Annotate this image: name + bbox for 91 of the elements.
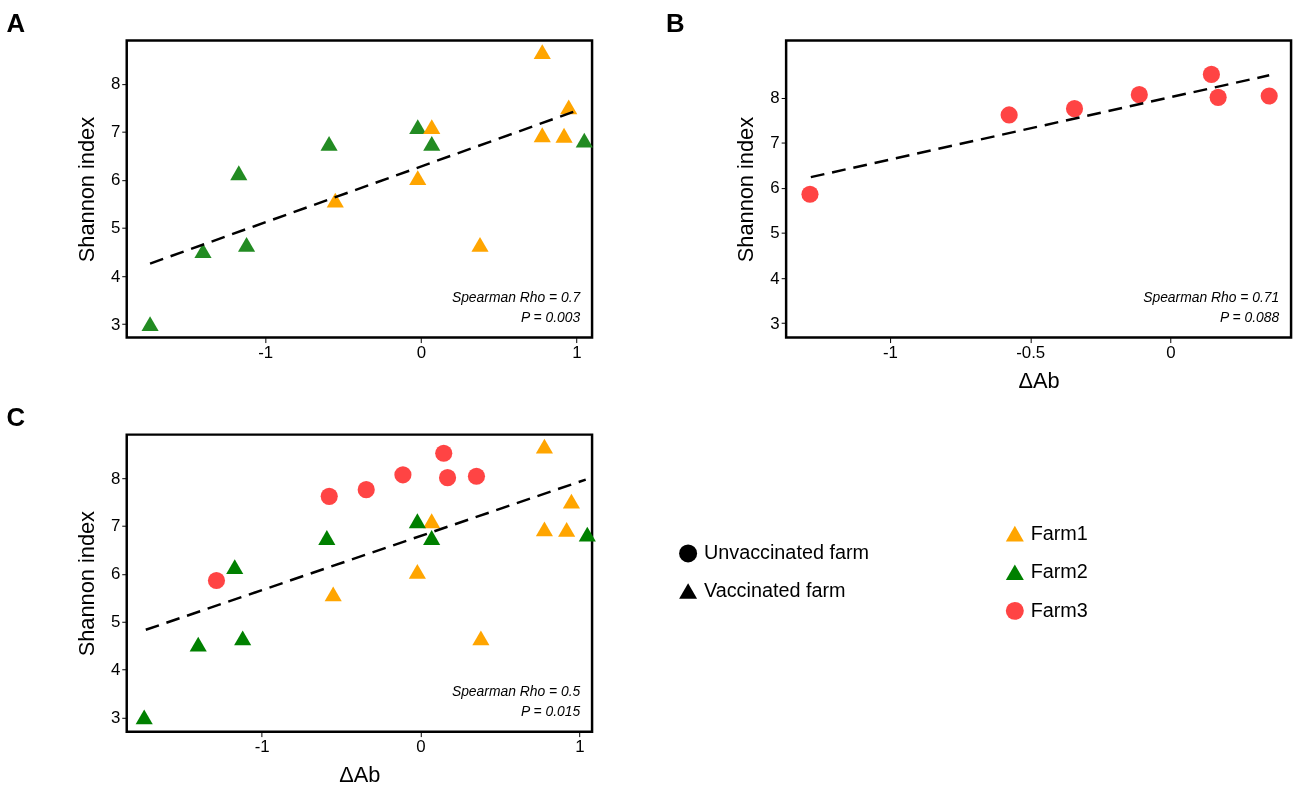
point — [423, 513, 441, 529]
point — [408, 513, 426, 529]
point — [324, 586, 342, 602]
y-tick-label: 8 — [110, 468, 121, 488]
annotation: P = 0.003 — [520, 308, 581, 325]
y-tick-label: 6 — [770, 178, 780, 198]
x-axis-title: ΔAb — [1018, 367, 1060, 393]
y-tick-label: 4 — [110, 266, 121, 286]
x-tick-label: 0 — [1166, 342, 1176, 362]
x-tick-label: -0.5 — [1016, 342, 1046, 362]
x-tick-label: 1 — [572, 342, 582, 362]
point — [409, 170, 427, 185]
point — [1202, 65, 1220, 83]
x-axis-title: ΔAb — [339, 761, 381, 787]
point — [438, 469, 457, 487]
point — [394, 466, 412, 484]
y-tick-label: 4 — [110, 659, 121, 679]
point — [558, 521, 576, 537]
legend-label: Vaccinated farm — [703, 579, 846, 602]
y-tick-label: 5 — [770, 223, 780, 243]
point — [533, 127, 551, 143]
legend-label: Farm2 — [1030, 560, 1088, 583]
point — [141, 316, 159, 332]
x-tick-label: -1 — [882, 342, 898, 362]
point — [1209, 88, 1227, 106]
point — [1000, 106, 1018, 124]
point — [472, 630, 490, 646]
point — [408, 564, 426, 579]
x-tick-label: 0 — [416, 342, 427, 362]
y-tick-label: 7 — [770, 133, 780, 153]
point — [318, 530, 336, 545]
y-tick-label: 3 — [110, 707, 121, 727]
y-tick-label: 3 — [110, 314, 121, 334]
y-tick-label: 6 — [110, 564, 121, 584]
x-tick-label: 1 — [575, 736, 585, 756]
point — [423, 136, 441, 151]
y-axis-title: Shannon index — [74, 116, 100, 263]
point — [320, 136, 338, 151]
point — [578, 526, 596, 542]
point — [194, 243, 212, 259]
point — [535, 438, 553, 454]
point — [226, 559, 244, 575]
point — [533, 44, 551, 60]
chart-title: A — [6, 8, 26, 37]
point — [207, 571, 226, 590]
point — [189, 636, 207, 652]
point — [409, 119, 427, 135]
legend-label: Farm3 — [1030, 598, 1088, 621]
point — [471, 236, 489, 252]
point — [467, 467, 486, 485]
point — [357, 481, 375, 499]
y-tick-label: 7 — [110, 122, 121, 142]
point — [237, 236, 256, 252]
point — [1260, 87, 1278, 105]
point — [320, 487, 338, 505]
y-axis-title: Shannon index — [74, 510, 100, 657]
point — [423, 530, 441, 545]
y-tick-label: 3 — [770, 313, 780, 333]
y-tick-label: 8 — [770, 88, 780, 108]
x-tick-label: -1 — [254, 736, 270, 756]
point — [326, 192, 344, 208]
point — [234, 630, 252, 646]
point — [1065, 100, 1084, 118]
annotation: P = 0.088 — [1219, 308, 1280, 325]
point — [575, 132, 593, 148]
annotation: Spearman Rho = 0.5 — [451, 683, 581, 700]
point — [135, 709, 153, 725]
y-tick-label: 8 — [110, 74, 121, 94]
point — [562, 493, 580, 509]
y-tick-label: 7 — [110, 516, 121, 536]
point — [435, 444, 453, 462]
point — [423, 119, 441, 135]
x-tick-label: -1 — [258, 342, 274, 362]
y-tick-label: 5 — [110, 218, 121, 238]
point — [535, 521, 553, 537]
annotation: Spearman Rho = 0.7 — [451, 288, 582, 305]
chart-title: C — [6, 402, 26, 431]
annotation: Spearman Rho = 0.71 — [1143, 288, 1280, 305]
point — [555, 127, 573, 143]
point — [1130, 86, 1148, 104]
point — [230, 165, 248, 181]
legend-label: Unvaccinated farm — [703, 541, 869, 564]
annotation: P = 0.015 — [520, 702, 581, 719]
legend-label: Farm1 — [1030, 521, 1088, 544]
chart-title: B — [665, 8, 685, 37]
point — [801, 185, 819, 203]
y-tick-label: 4 — [770, 268, 780, 288]
y-tick-label: 5 — [110, 612, 121, 632]
x-tick-label: 0 — [416, 736, 426, 756]
y-tick-label: 6 — [110, 170, 121, 190]
y-axis-title: Shannon index — [733, 116, 759, 263]
